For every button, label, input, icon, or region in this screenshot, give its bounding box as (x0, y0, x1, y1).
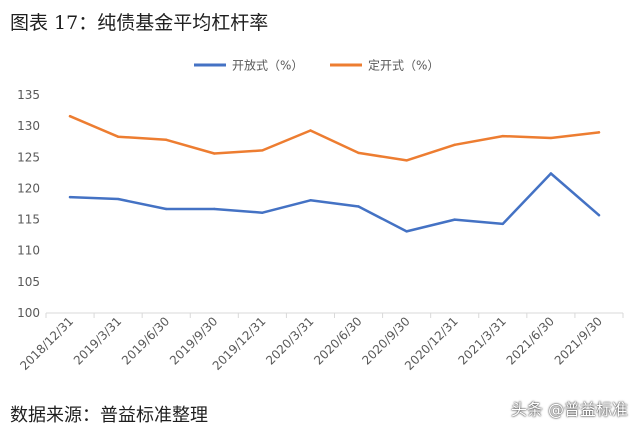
data-point (453, 143, 456, 147)
x-tick-label: 2020/3/31 (263, 314, 316, 367)
data-point (501, 222, 504, 226)
data-point (261, 211, 264, 214)
x-tick-label: 2021/9/30 (552, 314, 605, 367)
x-axis: 2018/12/312019/3/312019/6/302019/9/30201… (17, 312, 624, 373)
x-tick-label: 2018/12/31 (17, 314, 76, 373)
x-tick-label: 2021/3/31 (456, 314, 509, 367)
watermark: 头条 @普益标准 (510, 400, 628, 419)
data-point (68, 114, 72, 118)
y-tick-label: 130 (17, 119, 40, 133)
data-point (549, 172, 553, 175)
data-point (453, 218, 456, 221)
data-point (597, 131, 601, 134)
source-note: 数据来源：普益标准整理 (10, 405, 208, 426)
legend: 开放式（%） 定开式（%） (194, 58, 439, 73)
legend-label: 定开式（%） (368, 58, 439, 73)
data-point (405, 159, 408, 162)
y-tick-label: 115 (17, 213, 40, 227)
x-tick-label: 2021/6/30 (504, 314, 557, 367)
y-tick-label: 120 (17, 181, 40, 195)
x-tick-label: 2020/6/30 (311, 314, 364, 367)
data-point (357, 205, 360, 208)
data-point (309, 129, 312, 132)
chart-title: 图表 17：纯债基金平均杠杆率 (10, 12, 269, 34)
data-point (597, 214, 601, 217)
data-point (68, 195, 72, 199)
series-line-1 (68, 172, 601, 233)
y-tick-label: 100 (17, 306, 40, 320)
y-axis: 100 105 110 115 120 125 130 135 (17, 88, 40, 320)
data-point (165, 138, 168, 142)
data-point (116, 197, 120, 201)
y-tick-label: 110 (17, 244, 40, 258)
data-point (501, 134, 504, 138)
x-tick-label: 2019/6/30 (119, 314, 172, 367)
legend-label: 开放式（%） (232, 58, 303, 73)
data-point (213, 152, 216, 155)
series-line-2 (68, 114, 601, 162)
data-point (261, 149, 264, 152)
series-lines (68, 114, 601, 233)
y-tick-label: 125 (17, 150, 40, 164)
y-tick-label: 135 (17, 88, 40, 102)
y-tick-label: 105 (17, 275, 40, 289)
data-point (549, 136, 553, 140)
data-point (405, 230, 408, 233)
data-point (213, 207, 216, 211)
data-point (357, 151, 360, 155)
data-point (165, 207, 168, 211)
data-point (116, 135, 120, 138)
x-tick-label: 2019/3/31 (71, 314, 124, 367)
data-point (309, 199, 312, 202)
